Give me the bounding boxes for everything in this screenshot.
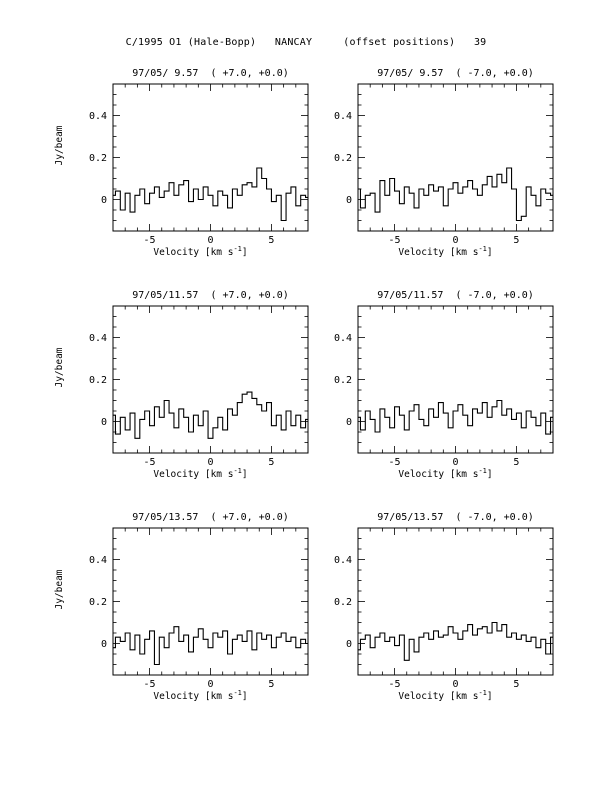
x-tick-label: 5 <box>268 235 274 246</box>
y-tick-label: 0.2 <box>89 597 107 608</box>
y-tick-label: 0.4 <box>334 111 352 122</box>
x-tick-label: 0 <box>452 457 458 468</box>
y-tick-label: 0.4 <box>89 111 107 122</box>
y-axis-label: Jy/beam <box>54 125 65 165</box>
x-axis-label: Velocity [km s-1] <box>398 245 492 258</box>
x-tick-label: -5 <box>389 235 401 246</box>
x-tick-label: -5 <box>144 457 156 468</box>
spectrum-panel: 97/05/ 9.57 ( -7.0, +0.0) -5 0 5 0 0.2 0.4 Velo… <box>334 68 554 258</box>
panel-title: 97/05/13.57 ( -7.0, +0.0) <box>377 512 534 523</box>
spectrum-panel: 97/05/13.57 ( -7.0, +0.0) -5 0 5 0 0.2 0.4 Velo… <box>334 512 554 702</box>
y-tick-label: 0 <box>346 639 352 650</box>
y-axis-label: Jy/beam <box>54 569 65 609</box>
y-tick-label: 0 <box>346 195 352 206</box>
y-tick-label: 0 <box>101 639 107 650</box>
panel-title: 97/05/11.57 ( -7.0, +0.0) <box>377 290 534 301</box>
plot-frame <box>112 83 309 232</box>
x-tick-label: 5 <box>513 679 519 690</box>
x-tick-label: -5 <box>389 457 401 468</box>
spectrum-line <box>113 626 308 666</box>
y-tick-label: 0.4 <box>89 333 107 344</box>
y-axis-label: Jy/beam <box>54 347 65 387</box>
y-tick-label: 0.4 <box>334 555 352 566</box>
spectrum-panel: 97/05/ 9.57 ( +7.0, +0.0) -5 0 5 0 0.2 0.4 Velo… <box>54 68 309 258</box>
x-tick-label: 0 <box>207 679 213 690</box>
x-tick-label: 0 <box>452 235 458 246</box>
spectrum-panel: 97/05/11.57 ( -7.0, +0.0) -5 0 5 0 0.2 0.4 Velo… <box>334 290 554 480</box>
spectrum-panel: 97/05/13.57 ( +7.0, +0.0) -5 0 5 0 0.2 0.4 Velo… <box>54 512 309 702</box>
spectrum-panel: 97/05/11.57 ( +7.0, +0.0) -5 0 5 0 0.2 0.4 Velo… <box>54 290 309 480</box>
panel-title: 97/05/ 9.57 ( +7.0, +0.0) <box>132 68 289 79</box>
x-tick-label: 5 <box>268 457 274 468</box>
plot-frame <box>112 527 309 676</box>
y-tick-label: 0.4 <box>89 555 107 566</box>
x-tick-label: 5 <box>513 235 519 246</box>
x-tick-label: -5 <box>389 679 401 690</box>
y-tick-label: 0.2 <box>334 153 352 164</box>
y-tick-label: 0.2 <box>89 153 107 164</box>
spectrum-line <box>358 621 553 661</box>
spectrum-line <box>358 399 553 435</box>
page-title: C/1995 O1 (Hale-Bopp) NANCAY (offset pos… <box>125 37 487 48</box>
plot-frame <box>357 305 554 454</box>
panel-title: 97/05/13.57 ( +7.0, +0.0) <box>132 512 289 523</box>
y-tick-label: 0 <box>346 417 352 428</box>
plot-frame <box>357 83 554 232</box>
panel-title: 97/05/ 9.57 ( -7.0, +0.0) <box>377 68 534 79</box>
spectrum-line <box>113 167 308 222</box>
x-axis-label: Velocity [km s-1] <box>398 689 492 702</box>
y-tick-label: 0.2 <box>334 597 352 608</box>
x-tick-label: 5 <box>268 679 274 690</box>
x-tick-label: 5 <box>513 457 519 468</box>
x-axis-label: Velocity [km s-1] <box>398 467 492 480</box>
spectrum-line <box>358 167 553 222</box>
x-tick-label: -5 <box>144 235 156 246</box>
y-tick-label: 0 <box>101 417 107 428</box>
plot-frame <box>357 527 554 676</box>
y-tick-label: 0 <box>101 195 107 206</box>
spectrum-line <box>113 391 308 439</box>
x-tick-label: 0 <box>452 679 458 690</box>
y-tick-label: 0.2 <box>89 375 107 386</box>
panel-title: 97/05/11.57 ( +7.0, +0.0) <box>132 290 289 301</box>
plot-frame <box>112 305 309 454</box>
x-tick-label: 0 <box>207 457 213 468</box>
x-axis-label: Velocity [km s-1] <box>153 689 247 702</box>
x-axis-label: Velocity [km s-1] <box>153 467 247 480</box>
x-tick-label: 0 <box>207 235 213 246</box>
x-tick-label: -5 <box>144 679 156 690</box>
y-tick-label: 0.4 <box>334 333 352 344</box>
x-axis-label: Velocity [km s-1] <box>153 245 247 258</box>
y-tick-label: 0.2 <box>334 375 352 386</box>
